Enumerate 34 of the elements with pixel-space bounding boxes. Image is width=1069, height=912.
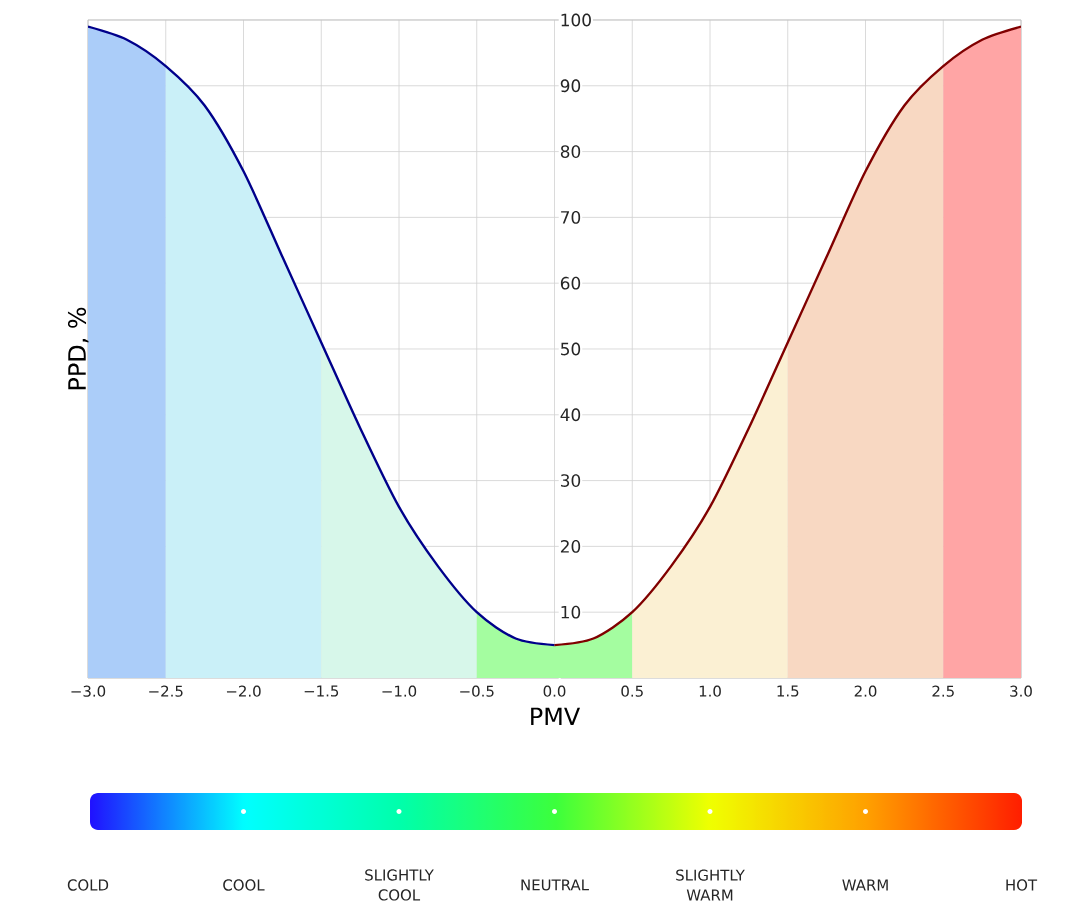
x-tick-label: 0.5 [621,685,643,697]
x-tick-label: −3.0 [71,685,106,697]
x-axis-title: PMV [531,707,581,726]
x-tick-label: 1.5 [777,685,799,697]
y-tick-label: 100 [561,13,591,27]
y-axis-title: PPD, % [67,307,89,390]
x-tick-label: −2.0 [226,685,261,697]
x-tick-label: −1.5 [304,685,339,697]
line-series [88,25,556,647]
x-tick-label: 2.0 [854,685,877,697]
y-tick-label: 90 [560,79,581,93]
text: SLIGHTLY COOL [365,869,434,901]
y-tick-label: 50 [561,342,581,356]
y-tick-label: 80 [560,145,581,158]
text: NEUTRAL [521,879,589,891]
x-tick-label: 0.0 [543,685,566,697]
line-series [553,25,1022,647]
x-tick-label: 1.0 [699,685,721,697]
y-tick-label: 20 [560,539,581,553]
x-tick-label: −1.0 [382,685,417,697]
x-tick-label: −2.5 [149,685,183,697]
y-tick-label: 70 [561,210,581,224]
text: COOL [223,879,265,891]
text: SLIGHTLY WARM [676,869,745,901]
text: WARM [842,879,888,891]
y-tick-label: 30 [561,474,581,487]
y-tick-label: 40 [560,408,581,422]
text: COLD [67,879,109,891]
y-tick-label: 10 [561,605,581,619]
x-tick-label: 3.0 [1010,685,1032,697]
x-tick-label: 2.5 [932,685,954,697]
text: HOT [1006,879,1038,891]
x-tick-label: −0.5 [460,685,494,697]
y-tick-label: 60 [560,276,581,290]
